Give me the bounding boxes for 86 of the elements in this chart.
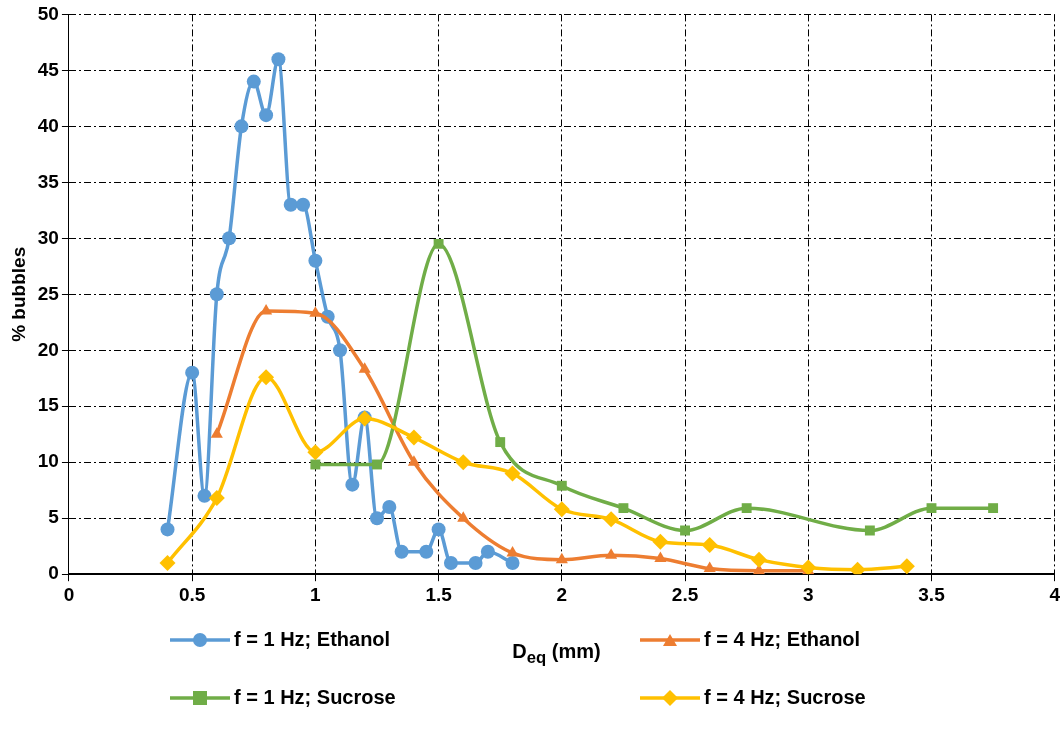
point bbox=[160, 522, 175, 537]
legend-label: f = 4 Hz; Sucrose bbox=[704, 686, 866, 709]
point bbox=[480, 544, 495, 559]
point bbox=[433, 238, 444, 249]
point bbox=[988, 503, 999, 514]
point bbox=[618, 503, 629, 514]
point bbox=[210, 427, 223, 438]
x-tick-label: 3 bbox=[802, 583, 814, 605]
point bbox=[407, 455, 421, 466]
point bbox=[680, 525, 690, 536]
point bbox=[431, 522, 446, 537]
x-axis-title: D$_{eq}$ (mm) bbox=[512, 640, 601, 668]
x-tick-label: 0 bbox=[63, 583, 75, 605]
y-tick-label: 40 bbox=[37, 114, 59, 136]
point bbox=[310, 459, 321, 470]
y-tick-label: 50 bbox=[37, 2, 59, 24]
point bbox=[185, 365, 200, 380]
y-tick-label: 25 bbox=[37, 282, 60, 304]
point bbox=[457, 511, 470, 522]
point bbox=[849, 561, 866, 575]
x-tick-label: 1 bbox=[310, 583, 322, 605]
point bbox=[258, 369, 275, 386]
point bbox=[208, 490, 225, 507]
point bbox=[741, 503, 752, 514]
point bbox=[259, 108, 274, 123]
point bbox=[555, 552, 568, 564]
point bbox=[405, 429, 422, 446]
point bbox=[652, 533, 669, 550]
legend-label: f = 1 Hz; Sucrose bbox=[234, 686, 396, 709]
y-tick-label: 0 bbox=[48, 562, 59, 584]
point bbox=[701, 537, 718, 554]
point bbox=[246, 74, 261, 89]
point bbox=[197, 488, 212, 503]
point bbox=[333, 343, 348, 358]
point bbox=[750, 551, 767, 568]
point bbox=[159, 555, 176, 571]
point bbox=[603, 511, 620, 528]
legend-label: f = 1 Hz; Ethanol bbox=[234, 628, 391, 651]
x-tick-label: 0.5 bbox=[178, 583, 206, 605]
point bbox=[443, 556, 458, 570]
y-tick-label: 35 bbox=[37, 170, 60, 192]
point bbox=[505, 556, 520, 570]
x-tick-label: 1.5 bbox=[425, 583, 453, 605]
point bbox=[654, 551, 667, 563]
point bbox=[372, 459, 382, 470]
point bbox=[283, 197, 298, 212]
y-tick-label: 5 bbox=[48, 506, 60, 528]
y-tick-label: 30 bbox=[37, 226, 59, 248]
legend-label: f = 4 Hz; Ethanol bbox=[704, 628, 861, 651]
point bbox=[864, 525, 875, 536]
point bbox=[703, 561, 716, 573]
y-tick-label: 15 bbox=[37, 394, 60, 416]
point bbox=[605, 548, 618, 559]
point bbox=[455, 454, 472, 471]
y-tick-label: 45 bbox=[37, 58, 60, 80]
point bbox=[419, 544, 434, 559]
point bbox=[369, 511, 384, 526]
point bbox=[307, 444, 324, 461]
y-axis-title: % bubbles bbox=[7, 246, 29, 342]
y-tick-label: 10 bbox=[37, 450, 59, 472]
point bbox=[394, 544, 409, 559]
point bbox=[926, 503, 937, 514]
point bbox=[800, 559, 817, 575]
point bbox=[308, 253, 323, 268]
point bbox=[345, 477, 360, 492]
point bbox=[260, 304, 273, 315]
point bbox=[468, 556, 483, 570]
point bbox=[556, 480, 567, 491]
x-tick-label: 4 bbox=[1049, 583, 1061, 605]
point bbox=[222, 231, 237, 246]
point bbox=[898, 558, 915, 575]
point bbox=[234, 119, 249, 134]
point bbox=[296, 197, 311, 212]
point bbox=[504, 465, 521, 482]
point bbox=[358, 362, 371, 373]
x-tick-label: 2 bbox=[556, 583, 568, 605]
x-tick-label: 3.5 bbox=[918, 583, 946, 605]
point bbox=[271, 52, 286, 67]
point bbox=[382, 500, 397, 515]
x-tick-label: 2.5 bbox=[671, 583, 699, 605]
point bbox=[553, 501, 570, 518]
point bbox=[209, 287, 224, 302]
point bbox=[506, 545, 519, 557]
y-tick-label: 20 bbox=[37, 338, 59, 360]
point bbox=[495, 437, 506, 448]
point bbox=[309, 306, 322, 317]
